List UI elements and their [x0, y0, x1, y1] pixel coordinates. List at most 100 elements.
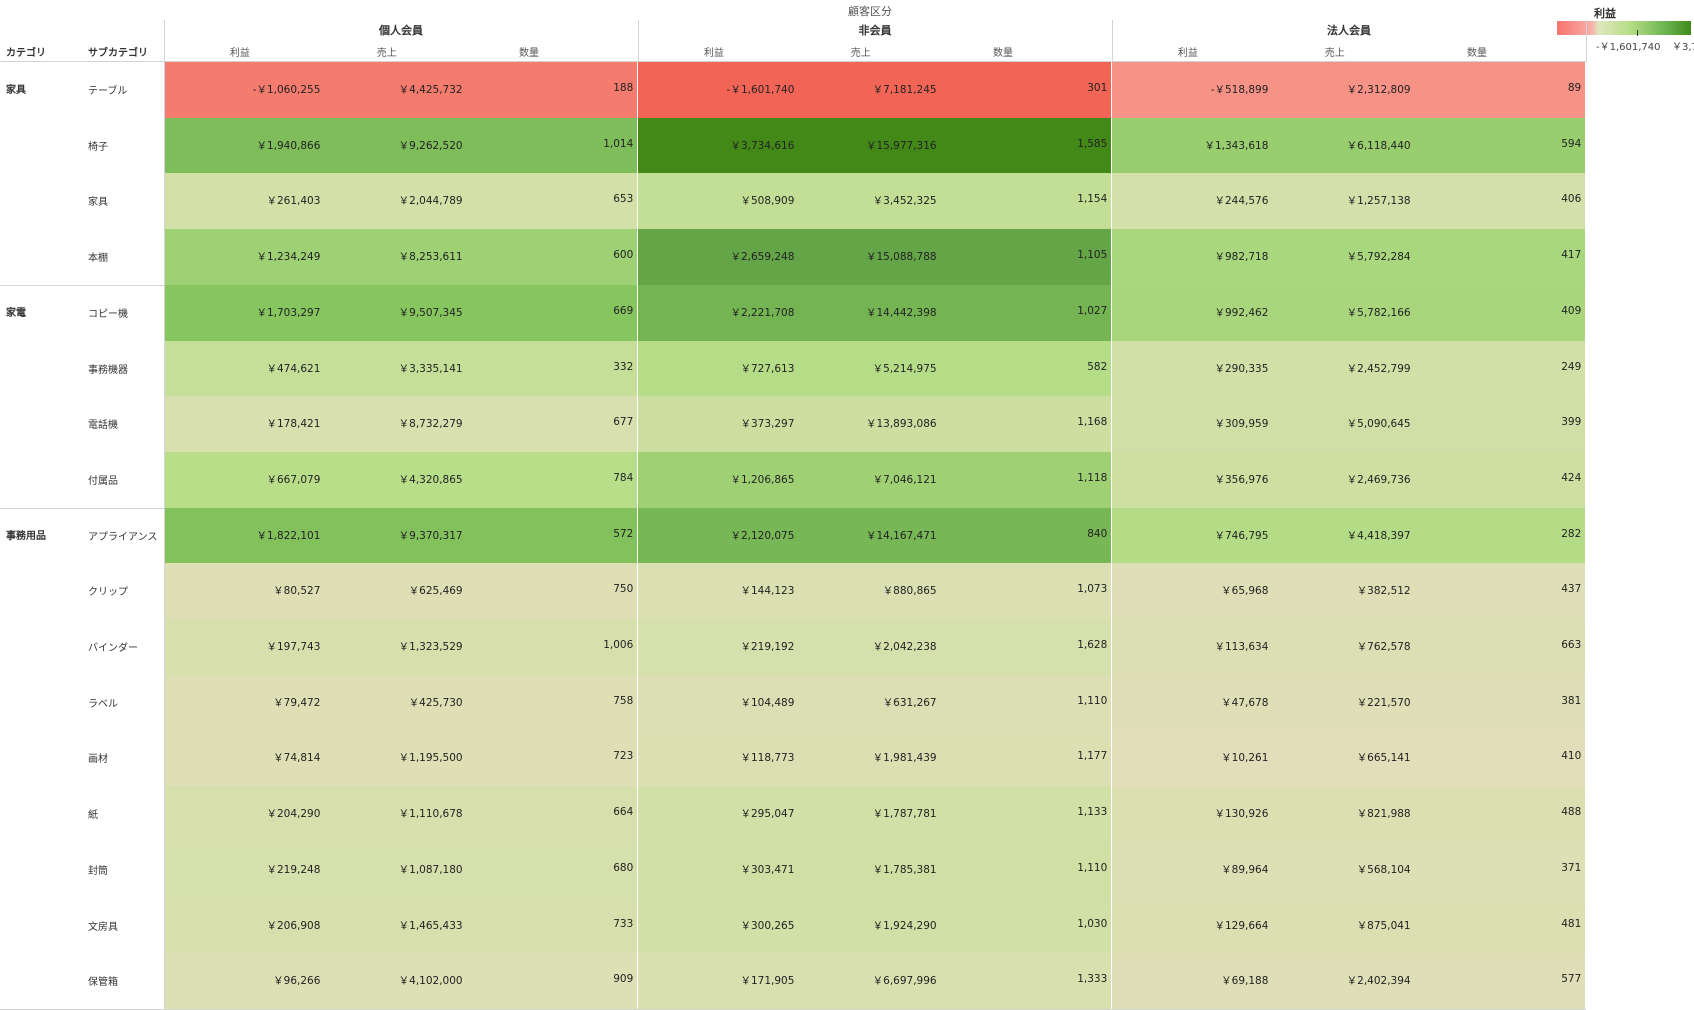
cell-value: ￥4,320,865	[398, 473, 463, 486]
heat-cell[interactable]	[638, 841, 1111, 898]
subcategory-label[interactable]: 椅子	[88, 141, 108, 153]
cell-value: ￥1,940,866	[256, 139, 321, 152]
heat-cell[interactable]	[164, 730, 637, 787]
heat-cell[interactable]	[638, 340, 1111, 397]
segment-divider	[164, 20, 165, 62]
subcategory-label[interactable]: 封筒	[88, 865, 108, 877]
subcategory-label[interactable]: コピー機	[88, 308, 128, 320]
heat-cell[interactable]	[164, 173, 637, 230]
segment-divider	[1586, 20, 1587, 62]
subcategory-label[interactable]: 事務機器	[88, 364, 128, 376]
cell-value: ￥727,613	[740, 362, 795, 375]
heat-cell[interactable]	[638, 284, 1111, 341]
heat-cell[interactable]	[638, 396, 1111, 453]
cell-value: ￥992,462	[1214, 306, 1269, 319]
heat-cell[interactable]	[1112, 396, 1585, 453]
subcategory-label[interactable]: 付属品	[88, 475, 118, 487]
cell-value: 663	[1561, 639, 1582, 651]
subcategory-label[interactable]: 紙	[88, 810, 98, 822]
heat-cell[interactable]	[164, 229, 637, 286]
cell-value: ￥3,335,141	[398, 362, 463, 375]
heat-cell[interactable]	[164, 117, 637, 174]
heat-cell[interactable]	[1112, 786, 1585, 843]
heat-cell[interactable]	[1112, 173, 1585, 230]
heat-cell[interactable]	[1112, 897, 1585, 954]
subcategory-label[interactable]: テーブル	[88, 86, 128, 97]
category-label[interactable]: 事務用品	[6, 530, 46, 542]
heat-cell[interactable]	[638, 451, 1111, 508]
heat-cell[interactable]	[638, 117, 1111, 174]
subcategory-label[interactable]: 文房具	[88, 921, 118, 933]
subcategory-label[interactable]: 本棚	[88, 253, 108, 265]
measure-header: 数量	[992, 48, 1013, 59]
heat-cell[interactable]	[1112, 619, 1585, 675]
cell-value: ￥5,090,645	[1346, 418, 1411, 431]
heat-cell[interactable]	[164, 340, 637, 397]
subcategory-label[interactable]: 保管箱	[88, 977, 118, 989]
subcategory-label[interactable]: ラベル	[88, 698, 118, 710]
subcategory-label[interactable]: バインダー	[88, 643, 138, 654]
cell-value: ￥1,785,381	[872, 863, 937, 876]
heat-cell[interactable]	[1112, 284, 1585, 341]
category-divider	[0, 507, 164, 509]
cell-value: 1,014	[603, 137, 634, 150]
cell-value: 410	[1561, 750, 1582, 763]
heat-cell[interactable]	[164, 451, 637, 508]
heat-cell[interactable]	[638, 730, 1111, 787]
heat-cell[interactable]	[1112, 507, 1585, 564]
heat-cell[interactable]	[1112, 229, 1585, 286]
heat-cell[interactable]	[1112, 674, 1585, 731]
subcategory-label[interactable]: アプライアンス	[88, 531, 158, 543]
heat-cell[interactable]	[638, 897, 1111, 954]
heat-cell[interactable]	[164, 396, 637, 453]
subcategory-label[interactable]: 家具	[88, 197, 108, 209]
heat-cell[interactable]	[164, 674, 637, 731]
heat-cell[interactable]	[164, 62, 637, 118]
heat-cell[interactable]	[638, 173, 1111, 230]
heat-cell[interactable]	[1112, 451, 1585, 508]
heat-cell[interactable]	[638, 674, 1111, 731]
subcategory-label[interactable]: 画材	[88, 754, 108, 766]
cell-value: ￥290,335	[1214, 362, 1269, 375]
heat-cell[interactable]	[164, 507, 637, 564]
heat-cell[interactable]	[164, 563, 637, 620]
heat-cell[interactable]	[164, 619, 637, 675]
heat-cell[interactable]	[638, 563, 1111, 620]
heat-cell[interactable]	[164, 897, 637, 954]
cell-value: 723	[613, 750, 634, 763]
heat-cell[interactable]	[638, 229, 1111, 286]
heat-cell[interactable]	[1112, 340, 1585, 397]
heat-cell[interactable]	[164, 841, 637, 898]
cell-value: 488	[1561, 806, 1582, 819]
heat-cell[interactable]	[638, 507, 1111, 564]
heat-cell[interactable]	[1112, 730, 1585, 787]
category-label[interactable]: 家電	[6, 307, 26, 319]
subcategory-label[interactable]: 電話機	[88, 420, 118, 432]
heat-cell[interactable]	[1112, 563, 1585, 620]
cell-value: 784	[613, 471, 634, 484]
cell-value: ￥219,248	[266, 863, 321, 876]
measure-header: 数量	[518, 48, 539, 59]
cell-value: ￥982,718	[1214, 251, 1269, 264]
heat-cell[interactable]	[164, 284, 637, 341]
category-label[interactable]: 家具	[6, 85, 26, 96]
legend-color-ramp	[1557, 21, 1691, 35]
heat-cell[interactable]	[638, 619, 1111, 675]
heat-cell[interactable]	[638, 62, 1111, 118]
cell-value: 572	[613, 527, 634, 540]
heat-cell[interactable]	[164, 786, 637, 843]
heat-cell[interactable]	[1112, 841, 1585, 898]
cell-value: ￥261,403	[266, 195, 321, 208]
cell-value: 1,333	[1077, 973, 1108, 986]
cell-value: ￥3,452,325	[872, 195, 937, 208]
cell-value: ￥1,234,249	[256, 251, 321, 264]
heat-cell[interactable]	[1112, 62, 1585, 118]
subcategory-label[interactable]: クリップ	[88, 587, 128, 599]
heat-cell[interactable]	[638, 786, 1111, 843]
cell-value: 664	[613, 806, 634, 819]
cell-value: ￥508,909	[740, 195, 795, 208]
heat-cell[interactable]	[1112, 117, 1585, 174]
measure-header: 売上	[1324, 48, 1345, 59]
cell-value: 188	[613, 82, 634, 94]
cell-value: ￥1,343,618	[1204, 139, 1269, 152]
